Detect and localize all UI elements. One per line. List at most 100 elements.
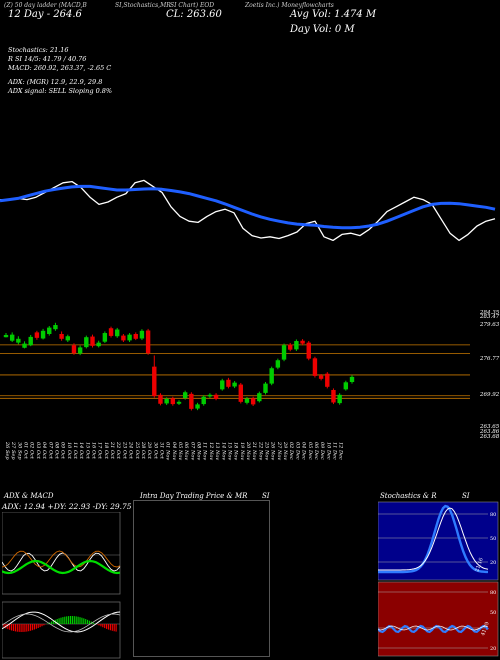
candle-body [16,338,21,343]
date-tick-label: 26 Sep [4,441,10,460]
candle-body [102,333,108,342]
date-tick-label: 04 Oct [41,442,47,460]
candle-body [22,343,27,348]
date-tick-label: 07 Nov [189,442,195,460]
date-tick-label: 07 Oct [47,442,53,460]
date-tick-label: 31 Oct [158,442,164,460]
candle-body [84,337,89,348]
candle-body [77,347,83,354]
candle-body [325,373,330,387]
date-tick-label: 10 Oct [66,442,72,460]
date-tick-label: 14 Nov [220,442,226,460]
date-tick-label: 25 Oct [134,441,140,460]
rsi-tick-label: 50 [490,610,496,616]
candle-body [343,382,349,390]
price-ema-lines [0,179,496,242]
macd-readout: MACD: 260.92, 263.37, -2.65 C [8,64,112,72]
candle-body [275,360,281,368]
candle-body [90,336,95,346]
candle-body [3,334,9,338]
candle-body [47,327,52,334]
date-tick-label: 14 Oct [78,442,84,460]
date-tick-label: 03 Dec [294,442,300,460]
candle-body [108,328,114,336]
date-tick-label: 21 Oct [109,441,115,460]
date-tick-label: 11 Dec [331,442,337,460]
stoch-rsi-panel: 80 50 20 21.16 80 50 20 41.79 [378,501,499,657]
candle-body [176,401,182,404]
rsi-readout: R SI 14/5: 41.79 / 40.76 [8,55,87,63]
candlestick-chart: 284.35283.47279.63276.77269.92263.65263.… [0,310,500,460]
intraday-panel-title: Intra Day Trading Price & MR [140,492,248,500]
date-tick-label: 06 Dec [313,442,319,460]
close-price-label: CL: 263.60 [166,9,222,20]
candle-body [9,334,15,341]
header-title-part-1: (Z) 50 day ladder (MACD,B [4,2,87,9]
candle-body [34,332,40,338]
candle-body [238,384,243,402]
date-tick-label: 06 Nov [183,442,189,460]
date-tick-label: 25 Nov [264,441,270,460]
date-tick-label: 04 Dec [301,442,307,460]
stoch-k-line [378,504,488,574]
candle-body [294,341,299,350]
adx-line-green [2,559,121,575]
date-tick-label: 10 Dec [325,442,331,460]
date-tick-label: 19 Nov [239,442,245,460]
candle-body [121,335,126,341]
candle-body [182,392,188,398]
date-tick-label: 18 Oct [103,442,109,460]
candle-body [53,325,58,330]
date-tick-label: 13 Nov [214,442,220,460]
date-tick-label: 23 Oct [121,441,127,460]
price-level-label: 263.68 [479,434,500,440]
candle-body [288,344,293,350]
date-tick-label: 17 Oct [97,442,103,460]
stoch-panel-title-2: SI [462,492,470,500]
date-tick-label: 29 Nov [282,441,288,460]
date-tick-label: 22 Nov [257,441,263,460]
price-level-label: 263.65 [479,424,500,430]
macd-line [2,611,121,633]
candle-body [28,336,33,346]
intraday-panel-title-2: SI [262,492,270,500]
candle-body [59,334,64,339]
adx-readout: ADX: (MGR) 12.9, 22.9, 29.8 [8,78,103,86]
adx-macd-panel [2,512,121,659]
price-line [0,179,496,242]
price-level-label: 284.35 [479,310,500,316]
intraday-panel [133,500,270,657]
stoch-panel-graphics: 80 50 20 21.16 80 50 20 41.79 [378,501,499,657]
date-tick-label: 27 Sep [10,441,16,460]
price-level-label: 276.77 [479,356,500,362]
adx-panel-lines [2,512,121,659]
candle-body [158,394,163,404]
candle-body [318,375,324,379]
date-tick-label: 21 Nov [251,441,257,460]
stoch-tick-label: 80 [490,512,496,518]
candle-body [152,366,157,397]
candle-body [349,376,355,382]
rsi-tick-label: 80 [490,590,496,596]
stoch-d-line [378,507,489,571]
date-tick-label: 05 Dec [307,442,313,460]
date-tick-label: 05 Nov [177,442,183,460]
header-title: (Z) 50 day ladder (MACD,B [4,2,87,9]
candle-body [306,342,311,359]
candle-body [195,404,200,409]
date-tick-label: 15 Nov [226,442,232,460]
date-tick-label: 03 Oct [35,442,41,460]
candle-body [300,340,305,344]
candle-body [133,334,138,339]
date-tick-label: 12 Nov [208,442,214,460]
candle-body [312,358,318,376]
date-tick-label: 08 Oct [53,442,59,460]
candle-body [115,329,120,337]
candlestick-series: 284.35283.47279.63276.77269.92263.65263.… [0,310,500,460]
adx-macd-panel-title: ADX & MACD [4,492,54,500]
stoch-value-label: 21.16 [474,557,485,573]
stoch-tick-label: 20 [490,560,496,566]
candle-body [164,398,169,404]
price-ema-chart [0,179,496,242]
avg-volume-label: Avg Vol: 1.474 M [290,9,377,20]
